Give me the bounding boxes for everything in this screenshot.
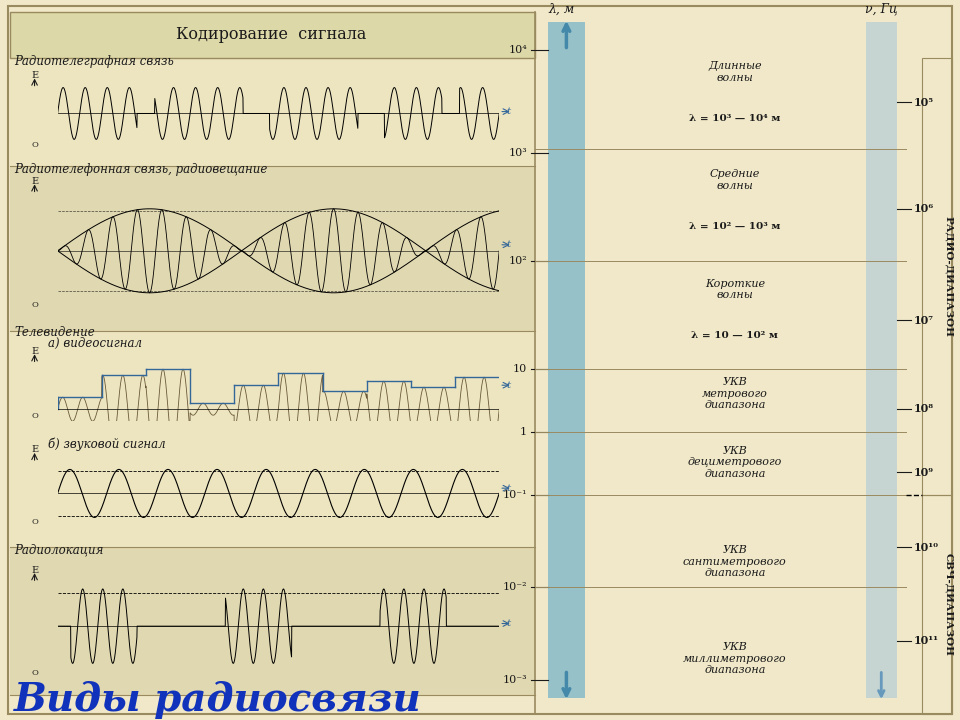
Text: E: E bbox=[32, 71, 38, 80]
Text: Короткие
волны: Короткие волны bbox=[705, 279, 765, 300]
Text: E: E bbox=[32, 566, 38, 575]
Text: 10: 10 bbox=[513, 364, 527, 374]
Text: 10¹¹: 10¹¹ bbox=[914, 635, 939, 647]
Bar bbox=[866, 22, 897, 698]
Text: 10⁻³: 10⁻³ bbox=[502, 675, 527, 685]
Text: λ = 10² — 10³ м: λ = 10² — 10³ м bbox=[689, 222, 780, 230]
Bar bbox=[922, 58, 952, 495]
Text: б) звуковой сигнал: б) звуковой сигнал bbox=[48, 437, 166, 451]
Text: λ = 10³ — 10⁴ м: λ = 10³ — 10⁴ м bbox=[689, 114, 780, 122]
Text: Средние
волны: Средние волны bbox=[709, 169, 760, 191]
Text: УКВ
сантиметрового
диапазона: УКВ сантиметрового диапазона bbox=[683, 545, 787, 578]
Text: УКВ
дециметрового
диапазона: УКВ дециметрового диапазона bbox=[687, 446, 782, 479]
Text: Длинные
волны: Длинные волны bbox=[708, 61, 761, 83]
Text: 1: 1 bbox=[520, 427, 527, 437]
Text: 10⁵: 10⁵ bbox=[914, 96, 934, 108]
Text: Кодирование  сигнала: Кодирование сигнала bbox=[176, 26, 367, 43]
Text: 10⁷: 10⁷ bbox=[914, 315, 934, 326]
Text: СВЧ-ДИАПАЗОН: СВЧ-ДИАПАЗОН bbox=[944, 553, 953, 657]
Bar bbox=[10, 166, 535, 331]
Text: УКВ
метрового
диапазона: УКВ метрового диапазона bbox=[702, 377, 768, 410]
Text: E: E bbox=[32, 177, 38, 186]
Text: λ = 10 — 10² м: λ = 10 — 10² м bbox=[691, 331, 779, 340]
Text: 10²: 10² bbox=[508, 256, 527, 266]
Text: O: O bbox=[32, 669, 38, 678]
Text: O: O bbox=[32, 300, 38, 309]
Bar bbox=[10, 58, 535, 166]
Text: Радиотелефонная связь, радиовещание: Радиотелефонная связь, радиовещание bbox=[14, 163, 268, 176]
Bar bbox=[10, 331, 535, 547]
Text: O: O bbox=[32, 412, 38, 420]
Text: E: E bbox=[32, 446, 38, 454]
Text: 10⁴: 10⁴ bbox=[508, 45, 527, 55]
Text: Виды радиосвязи: Виды радиосвязи bbox=[14, 680, 422, 719]
Text: 10⁶: 10⁶ bbox=[914, 203, 934, 215]
Text: РАДИО-ДИАПАЗОН: РАДИО-ДИАПАЗОН bbox=[944, 216, 953, 337]
Text: λ, м: λ, м bbox=[548, 3, 575, 16]
Text: 10⁻²: 10⁻² bbox=[502, 582, 527, 592]
Text: Телевидение: Телевидение bbox=[14, 326, 95, 339]
Text: t: t bbox=[507, 381, 511, 390]
Text: t: t bbox=[507, 484, 511, 492]
Text: O: O bbox=[32, 518, 38, 526]
Text: 10¹⁰: 10¹⁰ bbox=[914, 541, 939, 553]
Text: ν, Гц: ν, Гц bbox=[865, 3, 898, 16]
Text: t: t bbox=[507, 107, 511, 116]
Text: УКВ
миллиметрового
диапазона: УКВ миллиметрового диапазона bbox=[684, 642, 786, 675]
Text: 10³: 10³ bbox=[508, 148, 527, 158]
Text: t: t bbox=[507, 619, 511, 628]
Text: 10⁻¹: 10⁻¹ bbox=[502, 490, 527, 500]
Text: а) видеосигнал: а) видеосигнал bbox=[48, 337, 142, 350]
Text: E: E bbox=[32, 347, 38, 356]
Text: Радиолокация: Радиолокация bbox=[14, 543, 104, 556]
Text: Радиотелеграфная связь: Радиотелеграфная связь bbox=[14, 55, 174, 68]
Text: 10⁹: 10⁹ bbox=[914, 467, 934, 478]
Text: t: t bbox=[507, 240, 511, 249]
Bar bbox=[10, 547, 535, 695]
Text: O: O bbox=[32, 141, 38, 150]
Bar bbox=[922, 495, 952, 714]
Bar bbox=[548, 22, 585, 698]
Bar bbox=[10, 12, 535, 58]
Text: 10⁸: 10⁸ bbox=[914, 403, 934, 415]
